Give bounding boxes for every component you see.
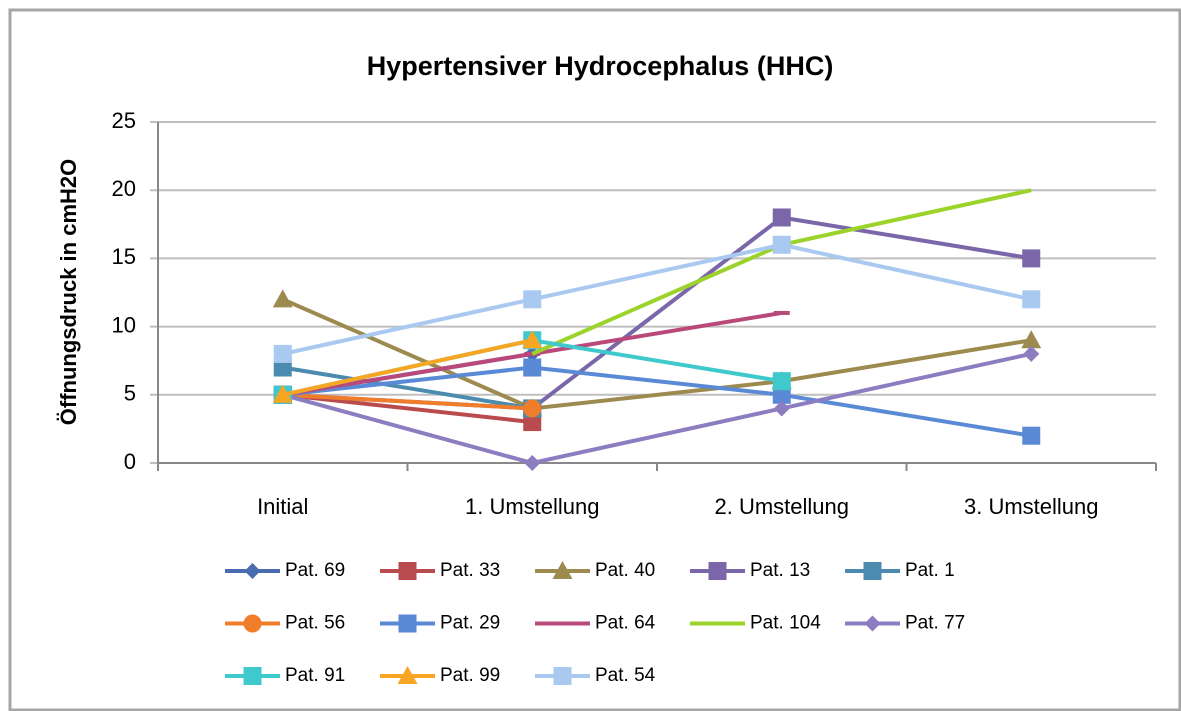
data-point bbox=[524, 455, 541, 471]
data-point bbox=[773, 400, 790, 417]
data-point bbox=[772, 385, 791, 404]
data-point bbox=[272, 384, 293, 403]
x-tick-label: 3. Umstellung bbox=[964, 494, 1099, 519]
y-tick-label: 5 bbox=[124, 381, 136, 406]
series-line bbox=[282, 392, 533, 411]
data-point bbox=[523, 413, 542, 432]
data-point bbox=[1023, 345, 1040, 362]
data-point bbox=[773, 310, 790, 315]
legend-label: Pat. 69 bbox=[285, 560, 345, 581]
data-point bbox=[1022, 290, 1041, 309]
legend-marker bbox=[398, 562, 417, 580]
y-tick-label: 20 bbox=[112, 176, 136, 201]
legend-marker bbox=[708, 562, 727, 580]
y-tick-label: 0 bbox=[124, 449, 136, 474]
series-line bbox=[282, 392, 533, 425]
data-point bbox=[273, 344, 292, 363]
legend-label: Pat. 54 bbox=[595, 665, 656, 686]
legend-marker bbox=[398, 614, 417, 633]
chart-title: Hypertensiver Hydrocephalus (HHC) bbox=[367, 51, 834, 81]
series-line bbox=[281, 297, 1032, 411]
legend-label: Pat. 91 bbox=[285, 665, 345, 686]
data-point bbox=[523, 358, 542, 377]
data-point bbox=[1021, 330, 1042, 349]
data-point bbox=[772, 235, 791, 254]
x-tick-label: 2. Umstellung bbox=[714, 494, 849, 519]
legend-marker bbox=[243, 614, 262, 633]
legend-marker bbox=[553, 667, 572, 685]
legend-marker bbox=[864, 615, 881, 632]
series-line bbox=[282, 365, 1032, 438]
data-point bbox=[523, 399, 542, 418]
legend-label: Pat. 77 bbox=[905, 613, 965, 634]
legend-label: Pat. 99 bbox=[440, 665, 500, 686]
x-tick-label: 1. Umstellung bbox=[465, 494, 600, 519]
y-tick-label: 15 bbox=[112, 244, 136, 269]
legend-marker bbox=[244, 563, 261, 579]
legend-label: Pat. 40 bbox=[595, 560, 655, 581]
y-tick-label: 25 bbox=[112, 108, 136, 133]
data-point bbox=[1022, 426, 1041, 445]
legend-marker bbox=[863, 562, 882, 580]
series-line bbox=[282, 365, 533, 411]
data-point bbox=[272, 289, 293, 308]
series-line bbox=[282, 338, 533, 397]
data-point bbox=[273, 358, 292, 377]
y-axis-label: Öffnungsdruck in cmH2O bbox=[56, 159, 81, 425]
data-point bbox=[772, 208, 791, 227]
data-point bbox=[772, 372, 791, 391]
x-tick-label: Initial bbox=[257, 494, 308, 519]
y-tick-label: 10 bbox=[112, 312, 136, 337]
data-point bbox=[1022, 249, 1041, 268]
legend-label: Pat. 104 bbox=[750, 613, 821, 634]
data-point bbox=[523, 290, 542, 309]
legend-label: Pat. 56 bbox=[285, 613, 345, 634]
legend-label: Pat. 33 bbox=[440, 560, 500, 581]
legend-marker bbox=[243, 667, 262, 685]
legend-marker bbox=[397, 666, 418, 684]
legend-label: Pat. 13 bbox=[750, 560, 810, 581]
legend-marker bbox=[554, 621, 571, 626]
legend-marker bbox=[552, 561, 573, 579]
series-line bbox=[282, 351, 1032, 466]
legend-label: Pat. 1 bbox=[905, 560, 955, 581]
legend-label: Pat. 29 bbox=[440, 613, 500, 634]
data-point bbox=[522, 330, 543, 349]
legend-label: Pat. 64 bbox=[595, 613, 656, 634]
series-line bbox=[282, 242, 1032, 356]
